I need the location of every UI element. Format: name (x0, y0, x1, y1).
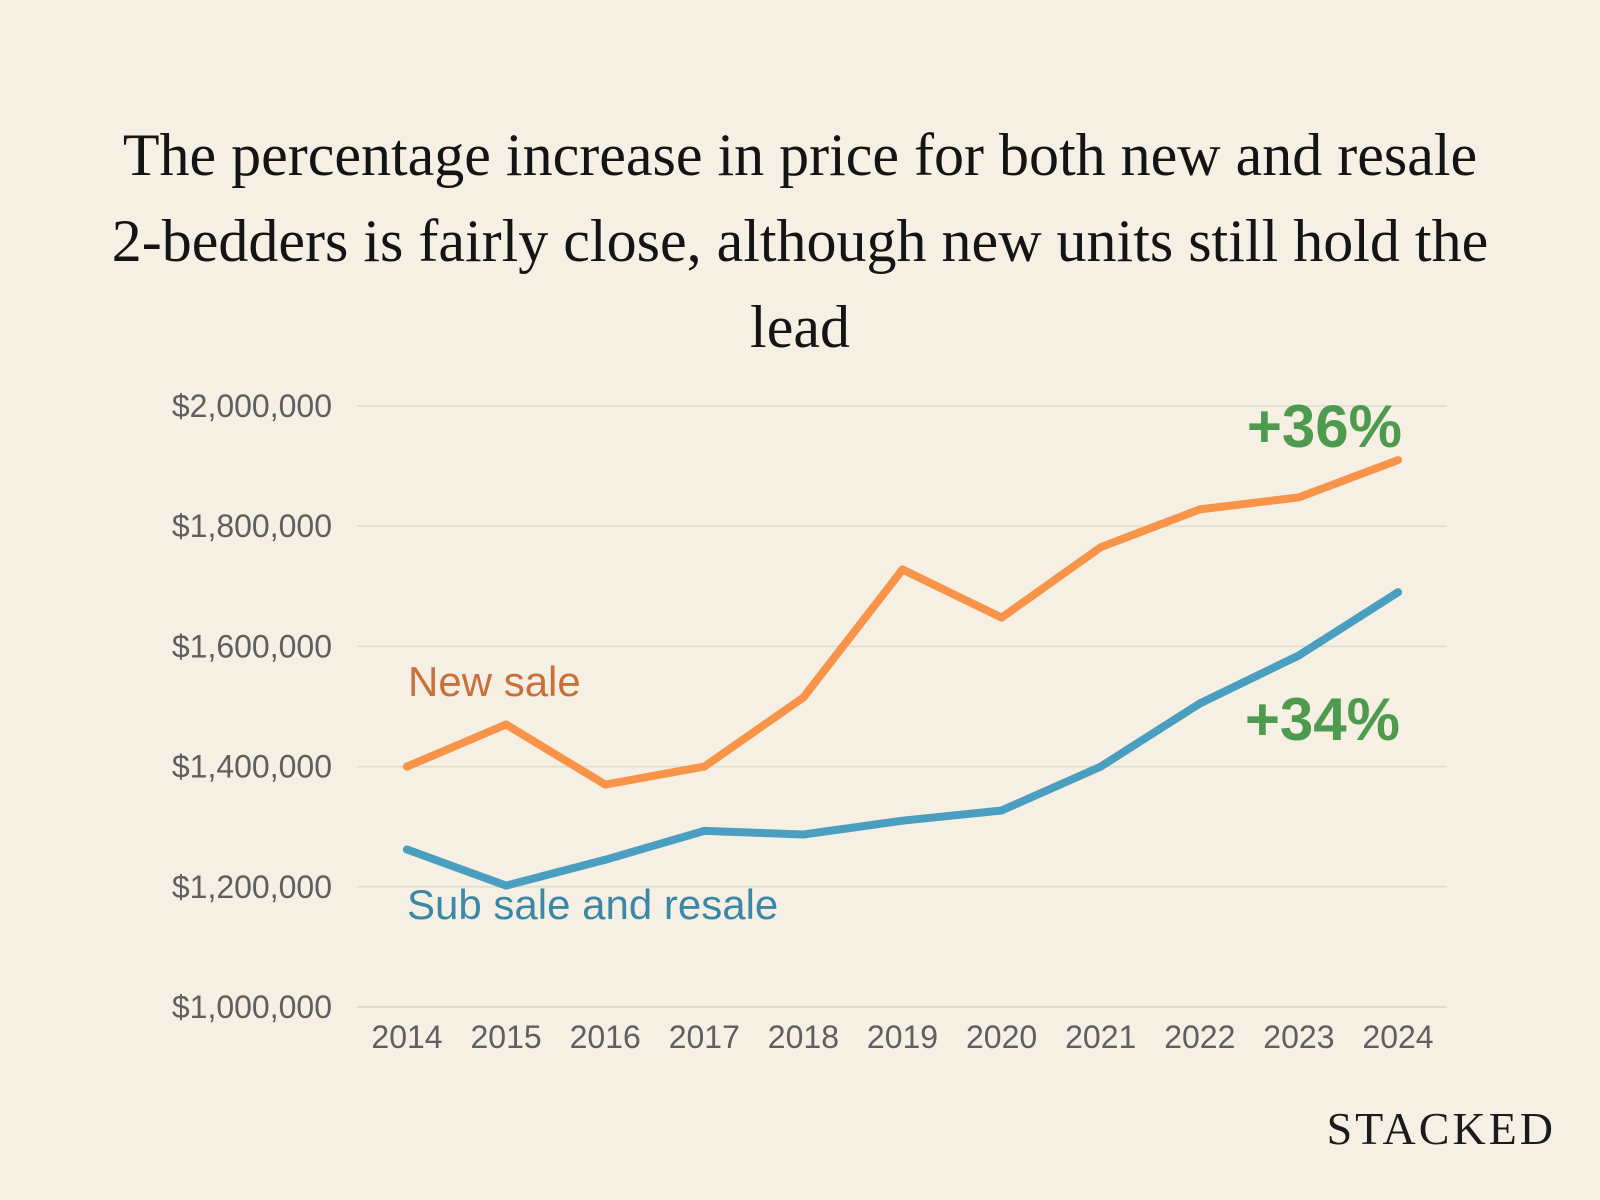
y-tick-label: $1,200,000 (172, 869, 332, 905)
data-point-new-sale-2016 (601, 780, 610, 789)
data-point-sub-sale-and-resale-2015 (502, 881, 511, 890)
x-tick-label-2021: 2021 (1065, 1019, 1136, 1055)
data-point-new-sale-2018 (799, 693, 808, 702)
data-point-new-sale-2023 (1294, 493, 1303, 502)
series-labels: New sale Sub sale and resale +36% +34% (407, 393, 1402, 928)
data-point-sub-sale-and-resale-2016 (601, 855, 610, 864)
series-label-sub-sale-and-resale: Sub sale and resale (407, 881, 778, 928)
x-tick-label-2024: 2024 (1362, 1019, 1433, 1055)
annotation-resale-change: +34% (1245, 686, 1400, 753)
data-point-sub-sale-and-resale-2024 (1394, 588, 1402, 597)
chart-title: The percentage increase in price for bot… (111, 122, 1489, 360)
gridlines (357, 405, 1447, 1008)
data-point-sub-sale-and-resale-2014 (403, 845, 411, 854)
data-point-new-sale-2020 (997, 613, 1006, 622)
series-label-new-sale: New sale (408, 658, 581, 705)
data-point-new-sale-2024 (1394, 456, 1402, 465)
series-lines (403, 456, 1402, 890)
annotation-new-sale-change: +36% (1247, 393, 1402, 460)
y-tick-label: $1,400,000 (172, 749, 332, 785)
stacked-logo: STACKED (1326, 1103, 1556, 1154)
y-tick-label: $1,000,000 (172, 989, 332, 1025)
data-point-new-sale-2019 (898, 565, 907, 574)
x-tick-label-2017: 2017 (669, 1019, 740, 1055)
y-tick-label: $1,800,000 (172, 508, 332, 544)
data-point-new-sale-2021 (1096, 543, 1105, 552)
y-axis-ticks: $1,000,000 $1,200,000 $1,400,000 $1,600,000… (172, 388, 332, 1025)
data-point-sub-sale-and-resale-2018 (799, 830, 808, 839)
data-point-new-sale-2017 (700, 762, 709, 771)
data-point-sub-sale-and-resale-2017 (700, 826, 709, 835)
y-tick-label: $1,600,000 (172, 628, 332, 664)
x-tick-label-2019: 2019 (867, 1019, 938, 1055)
x-tick-label-2018: 2018 (768, 1019, 839, 1055)
y-tick-label: $2,000,000 (172, 388, 332, 424)
data-point-sub-sale-and-resale-2022 (1195, 699, 1204, 708)
x-tick-label-2015: 2015 (471, 1019, 542, 1055)
data-point-sub-sale-and-resale-2023 (1294, 651, 1303, 660)
data-point-sub-sale-and-resale-2021 (1096, 762, 1105, 771)
x-axis-ticks: 2014 2015 2016 2017 2018 2019 2020 2021 2022 2023… (371, 1019, 1433, 1055)
data-point-new-sale-2014 (403, 762, 411, 771)
data-point-sub-sale-and-resale-2019 (898, 816, 907, 825)
x-tick-label-2023: 2023 (1263, 1019, 1334, 1055)
x-tick-label-2014: 2014 (371, 1019, 442, 1055)
x-tick-label-2020: 2020 (966, 1019, 1037, 1055)
x-tick-label-2016: 2016 (570, 1019, 641, 1055)
data-point-new-sale-2022 (1195, 505, 1204, 514)
data-point-sub-sale-and-resale-2020 (997, 806, 1006, 815)
data-point-new-sale-2015 (502, 720, 511, 729)
x-tick-label-2022: 2022 (1164, 1019, 1235, 1055)
